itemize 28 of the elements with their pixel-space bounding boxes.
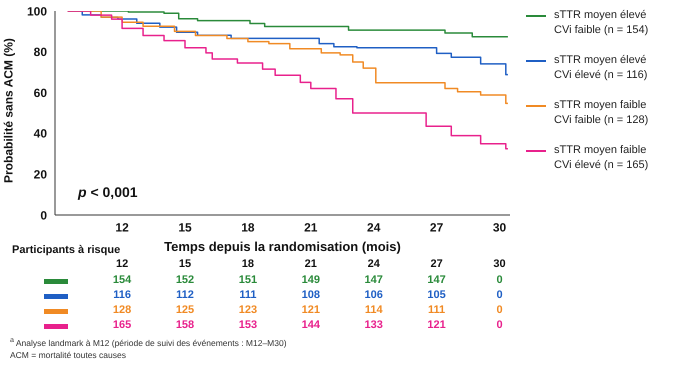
y-tick-label: 20 bbox=[34, 167, 48, 182]
y-tick-label: 100 bbox=[26, 4, 48, 18]
legend-label: sTTR moyen faible CVi faible (n = 128) bbox=[554, 98, 650, 128]
x-tick-label: 27 bbox=[430, 220, 444, 235]
text: $^{a}$ Analyse landmark à M12 (période de suivi des événements : M12–M30) bbox=[10, 336, 287, 348]
legend-label: sTTR moyen faible CVi élevé (n = 165) bbox=[554, 143, 650, 173]
x-tick-label: 30 bbox=[492, 220, 507, 235]
legend-label: sTTR moyen élevé CVi élevé (n = 116) bbox=[554, 53, 648, 83]
x-tick-label: 18 bbox=[241, 220, 255, 235]
text: 116 112 111 108 106 105 0 bbox=[113, 289, 503, 301]
text: ACM = mortalité toutes causes bbox=[10, 350, 126, 360]
x-tick-label: 15 bbox=[178, 220, 192, 235]
y-tick-label: 40 bbox=[34, 126, 48, 141]
y-tick-label: 80 bbox=[34, 45, 48, 60]
text: 128 125 123 121 114 111 0 bbox=[112, 304, 503, 316]
annotation: p < 0,001 bbox=[78, 184, 138, 200]
y-tick-label: 0 bbox=[40, 208, 48, 222]
x-tick-label: 24 bbox=[367, 220, 381, 235]
text: 154 152 151 149 147 147 0 bbox=[112, 274, 503, 286]
y-tick-label: 60 bbox=[34, 86, 48, 100]
x-tick-label: 12 bbox=[115, 220, 130, 235]
text: 165 158 153 144 133 121 0 bbox=[112, 319, 503, 331]
x-tick-label: 21 bbox=[304, 220, 318, 235]
y-axis-title: Probabilité sans ACM (%) bbox=[1, 38, 16, 183]
text: Participants à risque bbox=[12, 244, 120, 256]
text: 12 15 18 21 24 27 30 bbox=[116, 258, 506, 270]
legend-label: sTTR moyen élevé CVi faible (n = 154) bbox=[554, 8, 650, 38]
x-axis-title: Temps depuis la randomisation (mois) bbox=[164, 239, 401, 254]
